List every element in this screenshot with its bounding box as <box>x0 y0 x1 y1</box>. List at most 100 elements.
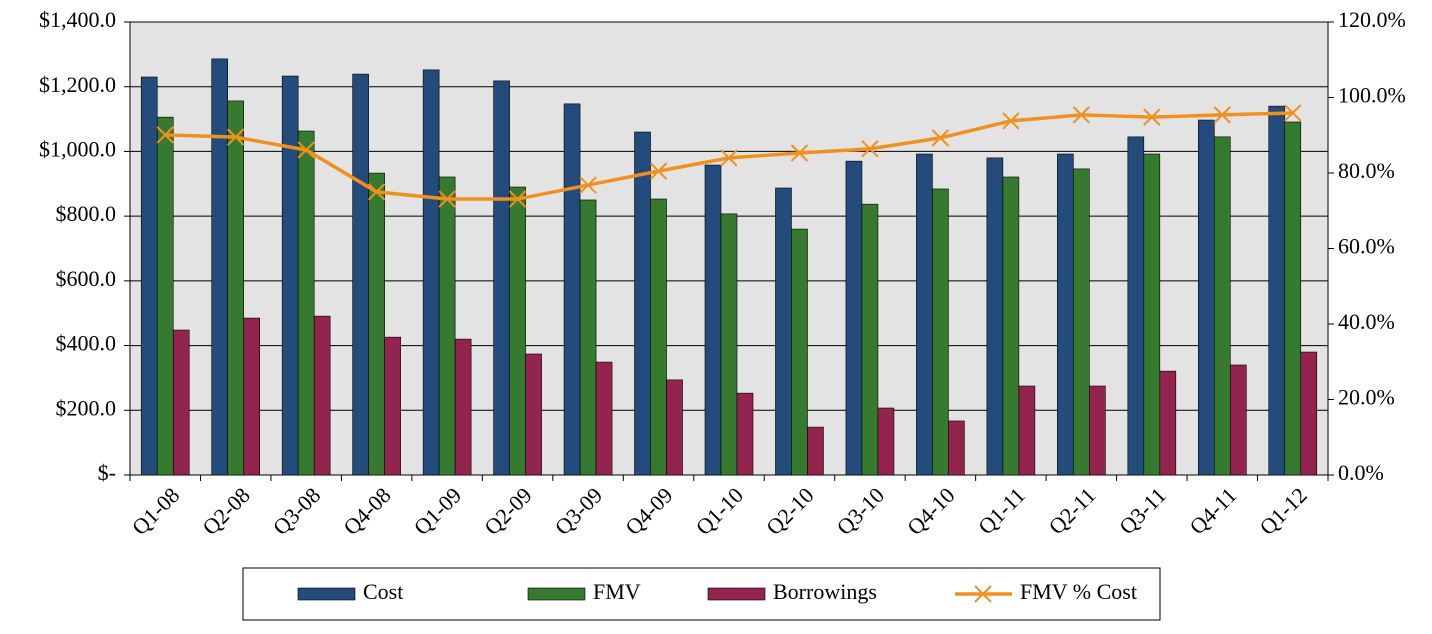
x-tick-label: Q1-09 <box>409 482 466 539</box>
x-tick-label: Q3-08 <box>268 482 325 539</box>
y-tick-label: $- <box>98 460 116 485</box>
bar <box>861 203 879 476</box>
line-marker <box>861 140 879 158</box>
bar <box>634 131 651 476</box>
bar <box>1229 364 1247 476</box>
y-tick-label: $1,400.0 <box>39 7 116 32</box>
bar <box>1213 136 1231 476</box>
legend-swatch <box>707 587 766 601</box>
line-marker <box>438 190 456 208</box>
x-tick-label: Q4-10 <box>902 482 959 539</box>
bar <box>916 153 933 476</box>
bar <box>384 336 401 476</box>
line-marker <box>649 162 668 180</box>
bar <box>1089 385 1106 476</box>
line-marker <box>931 129 950 147</box>
line-marker <box>720 149 738 167</box>
line-marker <box>1213 106 1231 124</box>
line-marker <box>1143 108 1161 126</box>
line-marker <box>367 183 386 201</box>
bar <box>807 426 824 476</box>
bar <box>140 76 158 476</box>
x-tick-label: Q2-08 <box>197 482 254 539</box>
x-tick-label: Q2-11 <box>1044 482 1101 539</box>
bar <box>525 353 542 476</box>
x-tick-label: Q3-11 <box>1114 482 1171 539</box>
bar <box>509 186 526 476</box>
bar <box>438 176 456 476</box>
bar <box>313 315 331 476</box>
line-marker <box>1284 104 1302 122</box>
bar <box>791 228 808 476</box>
bar <box>1002 176 1020 476</box>
y2-tick-label: 60.0% <box>1338 234 1395 259</box>
bar <box>877 407 895 476</box>
bar <box>932 188 949 476</box>
bar <box>156 116 174 476</box>
bar <box>1300 351 1318 476</box>
bar <box>948 420 965 476</box>
x-tick-label: Q2-09 <box>479 482 536 539</box>
bar <box>1159 370 1177 476</box>
bar <box>1018 385 1036 476</box>
legend-swatch <box>297 587 356 601</box>
y2-tick-label: 100.0% <box>1338 83 1406 108</box>
bar <box>493 80 510 476</box>
bar <box>1268 105 1286 476</box>
bar <box>352 73 369 476</box>
bar <box>1197 119 1215 476</box>
legend-swatch <box>527 587 586 601</box>
bar <box>986 157 1004 476</box>
x-tick-label: Q2-10 <box>761 482 818 539</box>
bar <box>595 361 613 476</box>
y-tick-label: $800.0 <box>56 201 117 226</box>
bar <box>666 379 683 476</box>
y2-tick-label: 20.0% <box>1338 385 1395 410</box>
line-marker <box>1002 112 1020 130</box>
legend-label: FMV <box>593 579 641 604</box>
y-tick-label: $600.0 <box>56 266 117 291</box>
line-marker <box>508 190 527 208</box>
y-tick-label: $1,200.0 <box>39 72 116 97</box>
x-tick-label: Q1-12 <box>1254 482 1311 539</box>
x-tick-label: Q1-08 <box>127 482 184 539</box>
bar <box>563 103 581 476</box>
bar <box>845 160 863 476</box>
x-tick-label: Q3-09 <box>550 482 607 539</box>
bar <box>281 75 299 476</box>
x-tick-label: Q1-11 <box>973 482 1030 539</box>
line-marker <box>226 128 245 146</box>
bar <box>1284 121 1302 476</box>
line-marker <box>1072 106 1091 124</box>
bar <box>775 187 792 476</box>
bar <box>736 392 754 476</box>
legend-marker <box>974 585 992 603</box>
bar <box>720 213 738 476</box>
x-tick-label: Q4-11 <box>1185 482 1242 539</box>
bar <box>422 69 440 476</box>
bar <box>1073 168 1090 476</box>
x-tick-label: Q1-10 <box>691 482 748 539</box>
bar <box>1143 153 1161 476</box>
y-tick-label: $400.0 <box>56 331 117 356</box>
bar <box>297 130 315 476</box>
y2-tick-label: 80.0% <box>1338 158 1395 183</box>
x-tick-label: Q3-10 <box>832 482 889 539</box>
bar <box>1127 136 1145 476</box>
bar <box>454 338 472 476</box>
legend-label: Cost <box>363 579 403 604</box>
bar <box>172 329 190 476</box>
y-tick-label: $200.0 <box>56 395 117 420</box>
y-tick-label: $1,000.0 <box>39 136 116 161</box>
bar <box>704 164 722 476</box>
legend-label: FMV % Cost <box>1020 579 1137 604</box>
bar <box>211 58 229 476</box>
bar <box>579 199 597 476</box>
bar <box>243 317 261 476</box>
line-marker <box>579 176 597 194</box>
y2-tick-label: 0.0% <box>1338 460 1384 485</box>
x-tick-label: Q4-08 <box>338 482 395 539</box>
bar <box>650 198 667 476</box>
x-tick-label: Q4-09 <box>620 482 677 539</box>
